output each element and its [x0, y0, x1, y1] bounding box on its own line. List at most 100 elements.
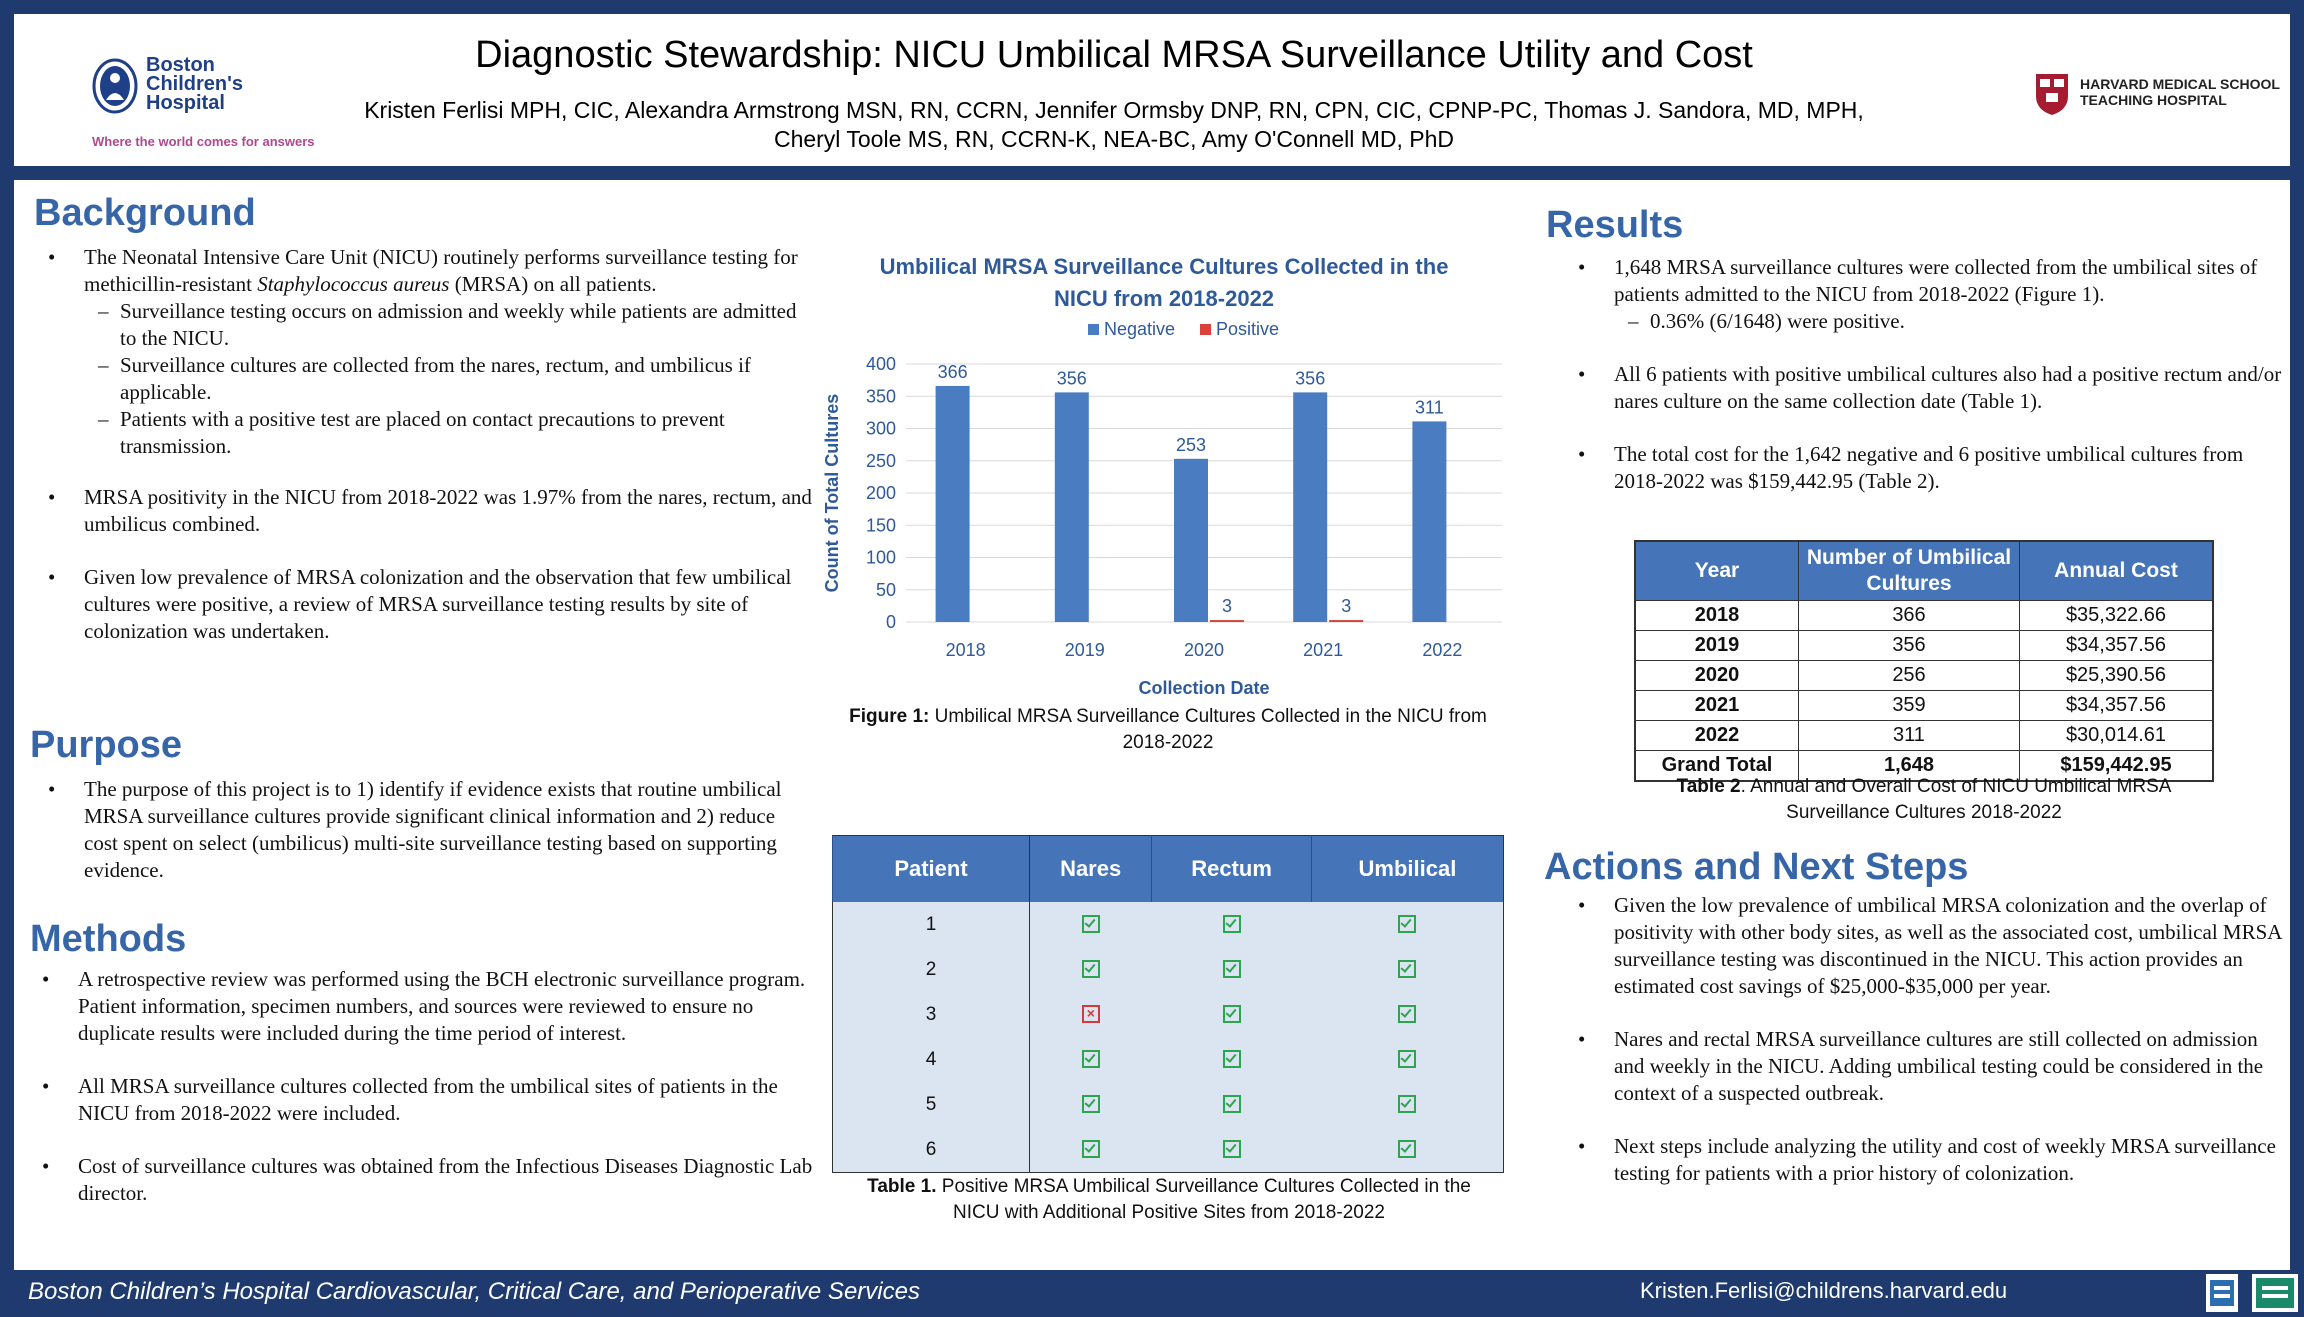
table-1-cell-patient: 1 — [832, 902, 1030, 947]
table-2-cell-cost: $34,357.56 — [2019, 630, 2214, 661]
table-2-header-row: Year Number of Umbilical Cultures Annual… — [1634, 540, 2214, 601]
results-list: 1,648 MRSA surveillance cultures were co… — [1564, 254, 2284, 521]
background-sub-2: Surveillance cultures are collected from… — [84, 352, 814, 406]
actions-list: Given the low prevalence of umbilical MR… — [1564, 892, 2284, 1213]
legend-swatch-negative — [1088, 324, 1099, 335]
table-2-cell-year: 2018 — [1634, 600, 1799, 631]
table-2-label: Table 2 — [1676, 776, 1741, 797]
table-2-row: 2019 356 $34,357.56 — [1634, 630, 2214, 661]
purpose-heading: Purpose — [30, 724, 183, 766]
table-2-row: 2018 366 $35,322.66 — [1634, 600, 2214, 631]
data-label-positive: 3 — [1341, 596, 1351, 616]
table-1-row: 6 — [832, 1127, 1504, 1173]
methods-bullet-2: All MRSA surveillance cultures collected… — [28, 1073, 814, 1127]
table-2-caption: Table 2. Annual and Overall Cost of NICU… — [1654, 774, 2194, 826]
results-bullet-2: All 6 patients with positive umbilical c… — [1564, 361, 2284, 415]
background-b1-species: Staphylococcus aureus — [257, 272, 450, 296]
table-1-cell-nares — [1029, 902, 1152, 947]
hms-logo-text: HARVARD MEDICAL SCHOOL TEACHING HOSPITAL — [2080, 76, 2280, 108]
background-bullet-3: Given low prevalence of MRSA colonizatio… — [34, 564, 814, 645]
table-2-total-count: 1,648 — [1798, 750, 2020, 782]
methods-list: A retrospective review was performed usi… — [28, 966, 814, 1233]
x-tick-label: 2020 — [1184, 640, 1224, 660]
x-tick-label: 2021 — [1303, 640, 1343, 660]
checkbox-checked-icon — [1081, 1095, 1100, 1114]
chart-title-line-2: NICU from 2018-2022 — [1054, 286, 1274, 311]
checkbox-checked-icon — [1398, 915, 1417, 934]
table-2-body: 2018 366 $35,322.66 2019 356 $34,357.56 2020 25… — [1634, 600, 2214, 782]
data-label-negative: 366 — [938, 362, 968, 382]
data-label-negative: 253 — [1176, 435, 1206, 455]
checkbox-checked-icon — [1222, 960, 1241, 979]
y-tick-label: 0 — [886, 612, 896, 632]
table-2-annual-cost: Year Number of Umbilical Cultures Annual… — [1634, 540, 2214, 782]
background-bullet-1: The Neonatal Intensive Care Unit (NICU) … — [34, 244, 814, 460]
table-1-positive-sites: Patient Nares Rectum Umbilical 1 2 3 × 4 5 6 — [832, 835, 1504, 1173]
table-1-body: 1 2 3 × 4 5 6 — [832, 902, 1504, 1173]
legend-label-positive: Positive — [1216, 319, 1279, 339]
y-axis-label: Count of Total Cultures — [822, 394, 842, 593]
actions-heading: Actions and Next Steps — [1544, 846, 1969, 888]
results-heading: Results — [1546, 204, 1684, 246]
table-2-cell-count: 366 — [1798, 600, 2020, 631]
table-2-cell-cost: $30,014.61 — [2019, 720, 2214, 751]
table-2-header-cost: Annual Cost — [2019, 540, 2214, 601]
data-label-negative: 311 — [1415, 397, 1444, 417]
checkbox-checked-icon — [1222, 915, 1241, 934]
background-sublist: Surveillance testing occurs on admission… — [84, 298, 814, 460]
background-sub-1: Surveillance testing occurs on admission… — [84, 298, 814, 352]
y-tick-label: 300 — [866, 419, 896, 439]
poster-title: Diagnostic Stewardship: NICU Umbilical M… — [475, 34, 1753, 76]
table-1-header-umbilical: Umbilical — [1310, 835, 1504, 902]
table-1-cell-rectum — [1151, 992, 1312, 1037]
y-tick-label: 100 — [866, 548, 896, 568]
x-tick-label: 2019 — [1065, 640, 1105, 660]
actions-bullet-1: Given the low prevalence of umbilical MR… — [1564, 892, 2284, 1000]
background-b1-text-end: (MRSA) on all patients. — [449, 272, 657, 296]
purpose-list: The purpose of this project is to 1) ide… — [34, 776, 814, 910]
figure-1-text: Umbilical MRSA Surveillance Cultures Col… — [929, 706, 1487, 753]
table-2-cell-cost: $34,357.56 — [2019, 690, 2214, 721]
umbilical-cultures-bar-chart: Umbilical MRSA Surveillance Cultures Col… — [822, 254, 1502, 698]
table-2-cell-count: 256 — [1798, 660, 2020, 691]
table-2-total-row: Grand Total 1,648 $159,442.95 — [1634, 750, 2214, 782]
poster-body: Background The Neonatal Intensive Care U… — [14, 180, 2290, 1270]
bch-seal-icon — [92, 58, 138, 114]
table-2-cell-count: 311 — [1798, 720, 2020, 751]
checkbox-checked-icon — [1081, 960, 1100, 979]
table-1-cell-rectum — [1151, 947, 1312, 992]
table-1-cell-patient: 5 — [832, 1082, 1030, 1127]
checkbox-checked-icon — [1222, 1005, 1241, 1024]
table-2-cell-count: 359 — [1798, 690, 2020, 721]
background-list: The Neonatal Intensive Care Unit (NICU) … — [34, 244, 814, 671]
x-tick-label: 2022 — [1422, 640, 1462, 660]
table-1-cell-patient: 4 — [832, 1037, 1030, 1082]
purpose-bullet-1: The purpose of this project is to 1) ide… — [34, 776, 814, 884]
table-1-cell-patient: 3 — [832, 992, 1030, 1037]
table-1-header-row: Patient Nares Rectum Umbilical — [832, 835, 1504, 902]
checkbox-checked-icon — [1398, 1095, 1417, 1114]
table-1-label: Table 1. — [867, 1176, 937, 1197]
table-1-cell-patient: 6 — [832, 1127, 1030, 1173]
table-2-cell-year: 2020 — [1634, 660, 1799, 691]
methods-bullet-1: A retrospective review was performed usi… — [28, 966, 814, 1047]
background-heading: Background — [34, 192, 256, 234]
bar-negative — [1412, 421, 1447, 622]
table-1-cell-umbilical — [1311, 902, 1504, 947]
table-1-row: 5 — [832, 1082, 1504, 1127]
table-2-row: 2020 256 $25,390.56 — [1634, 660, 2214, 691]
y-tick-label: 250 — [866, 451, 896, 471]
table-1-cell-rectum — [1151, 1127, 1312, 1173]
background-sub-3: Patients with a positive test are placed… — [84, 406, 814, 460]
table-1-cell-umbilical — [1311, 1127, 1504, 1173]
table-1-cell-umbilical — [1311, 947, 1504, 992]
footer-logo-2-icon — [2252, 1274, 2298, 1312]
table-1-cell-umbilical — [1311, 1082, 1504, 1127]
actions-bullet-2: Nares and rectal MRSA surveillance cultu… — [1564, 1026, 2284, 1107]
footer-department: Boston Children’s Hospital Cardiovascula… — [28, 1278, 920, 1305]
hms-logo: HARVARD MEDICAL SCHOOL TEACHING HOSPITAL — [2034, 72, 2284, 132]
bar-positive — [1329, 620, 1364, 622]
table-2-cell-year: 2022 — [1634, 720, 1799, 751]
footer-email-link[interactable]: Kristen.Ferlisi@childrens.harvard.edu — [1640, 1278, 2008, 1303]
table-1-cell-patient: 2 — [832, 947, 1030, 992]
